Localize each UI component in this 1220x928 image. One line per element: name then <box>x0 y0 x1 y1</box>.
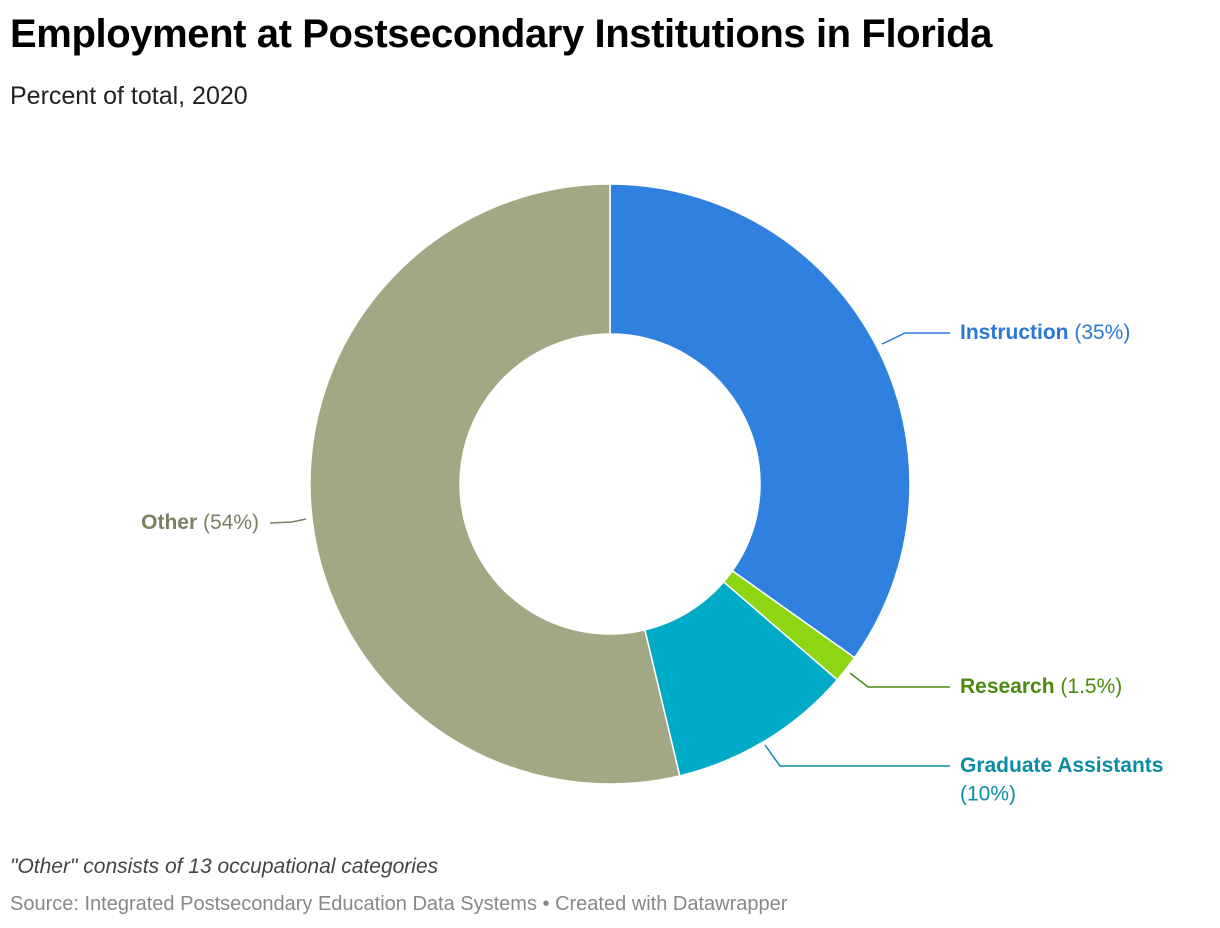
svg-text:Graduate Assistants: Graduate Assistants <box>960 754 1163 777</box>
chart-title: Employment at Postsecondary Institutions… <box>10 12 992 56</box>
label-value: (54%) <box>197 511 259 534</box>
leader-line-graduate-assistants <box>764 744 950 767</box>
label-name: Graduate Assistants <box>960 754 1163 777</box>
label-value: (10%) <box>960 783 1016 806</box>
chart-source: Source: Integrated Postsecondary Educati… <box>10 893 788 915</box>
svg-text:Instruction (35%): Instruction (35%) <box>960 321 1130 344</box>
label-value: (35%) <box>1069 321 1131 344</box>
chart-note: "Other" consists of 13 occupational cate… <box>10 855 439 878</box>
label-name: Other <box>141 511 197 534</box>
slice-other <box>309 183 681 785</box>
leader-line-other <box>269 518 307 524</box>
chart-subtitle: Percent of total, 2020 <box>10 82 248 110</box>
leader-line-instruction <box>881 332 950 345</box>
label-name: Instruction <box>960 321 1069 344</box>
label-graduate-assistants: Graduate Assistants (10%) <box>960 754 1163 806</box>
svg-text:Research (1.5%): Research (1.5%) <box>960 675 1122 698</box>
svg-text:Other (54%): Other (54%) <box>141 511 259 534</box>
label-name: Research <box>960 675 1055 698</box>
label-other: Other (54%) <box>141 511 259 534</box>
label-instruction: Instruction (35%) <box>960 321 1130 344</box>
label-research: Research (1.5%) <box>960 675 1122 698</box>
slice-instruction <box>609 183 911 659</box>
label-value: (1.5%) <box>1055 675 1123 698</box>
leader-line-research <box>849 672 950 688</box>
